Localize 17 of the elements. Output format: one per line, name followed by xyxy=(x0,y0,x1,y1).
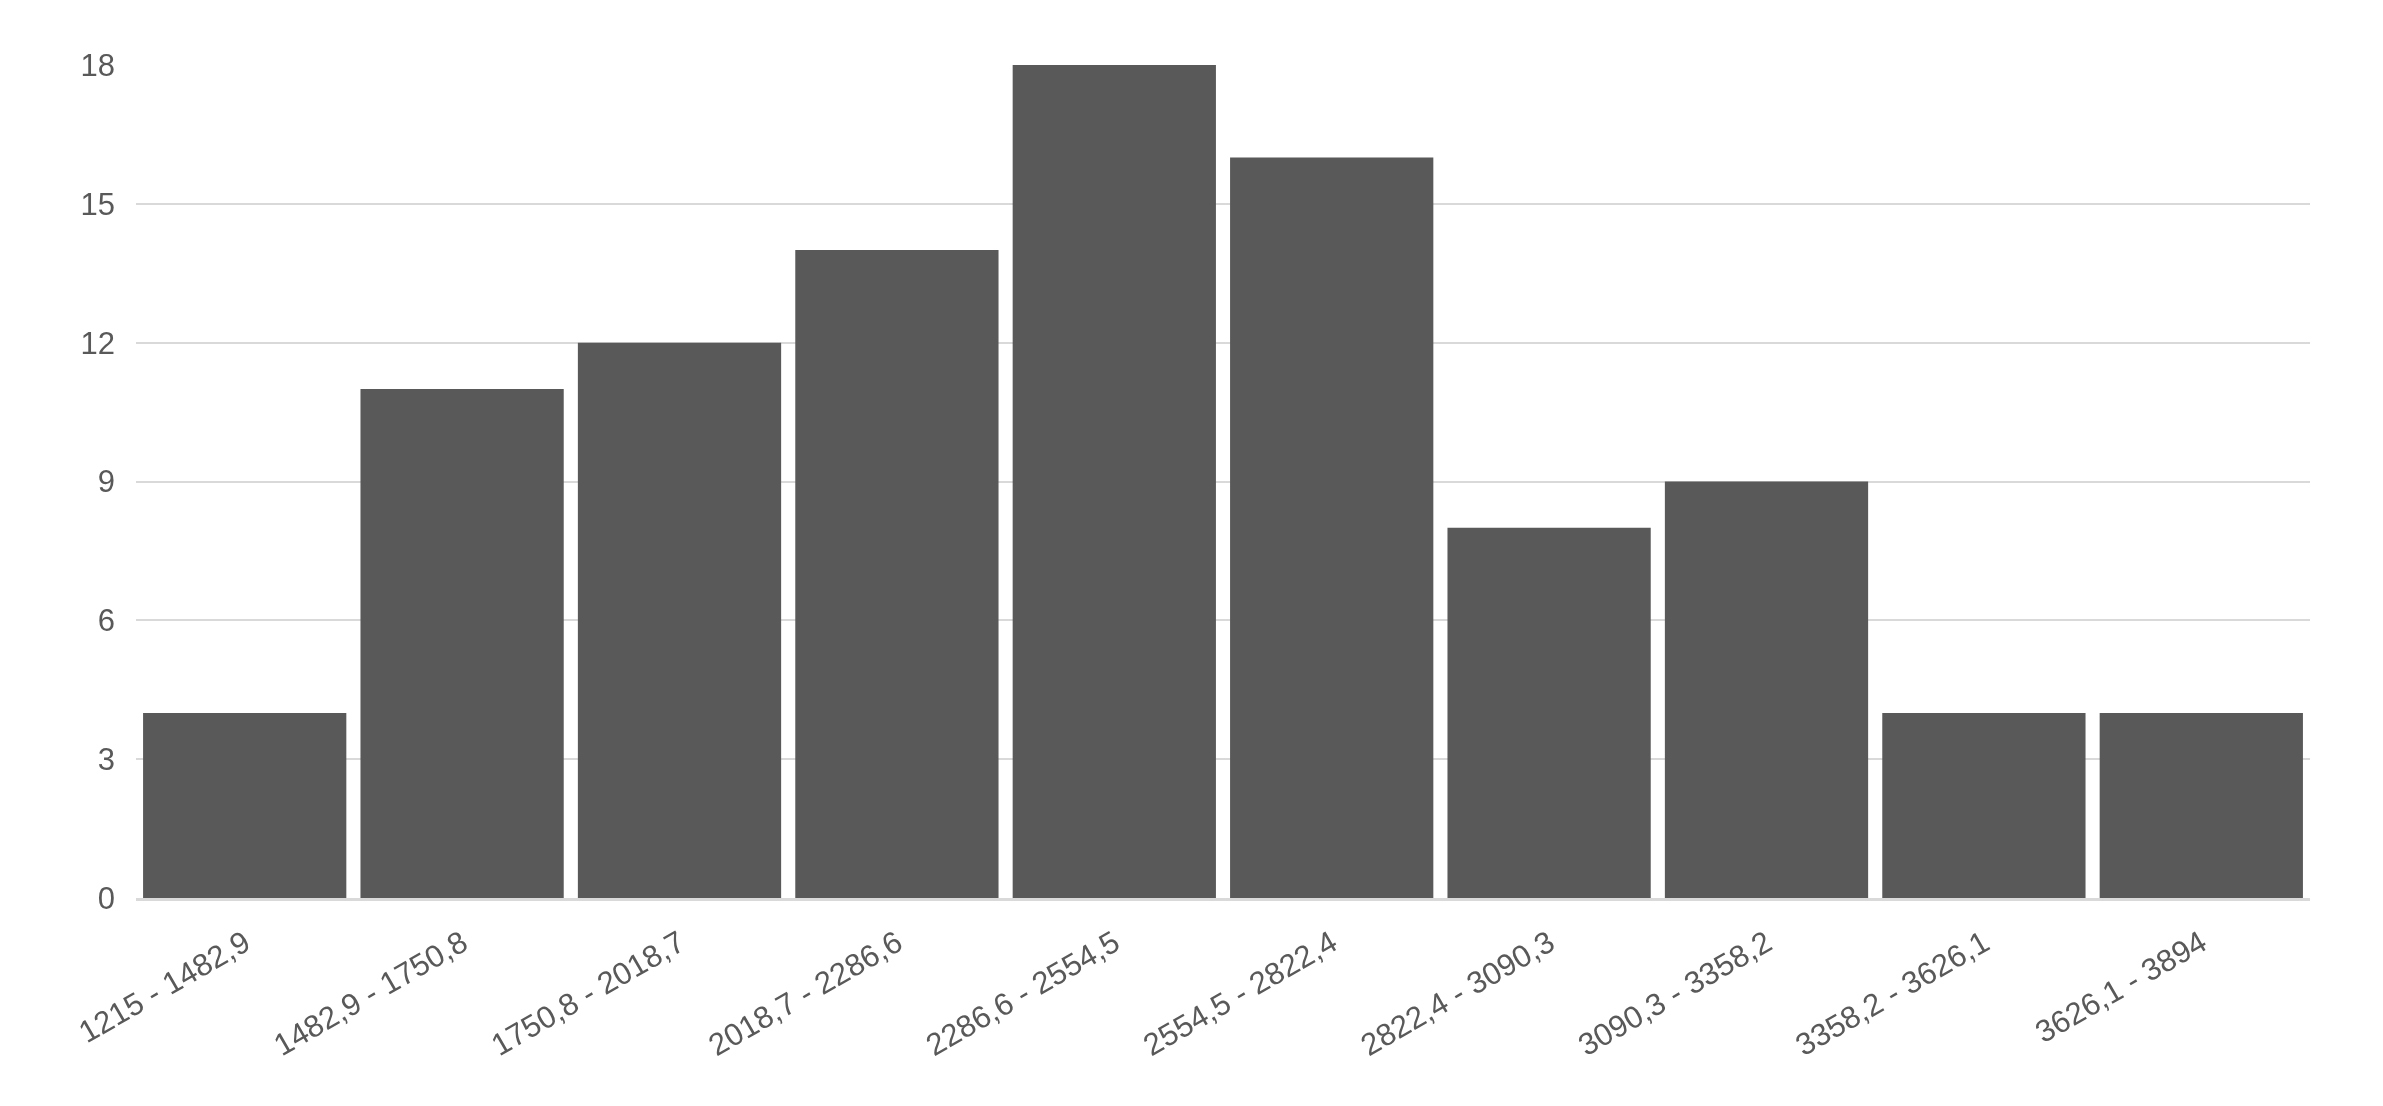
bar xyxy=(143,712,347,898)
y-tick-label: 9 xyxy=(97,464,115,500)
y-tick-label: 18 xyxy=(80,47,115,83)
y-tick-label: 3 xyxy=(97,742,115,778)
y-tick-label: 12 xyxy=(80,325,115,361)
bar xyxy=(2099,712,2303,898)
y-tick-label: 15 xyxy=(80,186,115,222)
bar xyxy=(795,250,999,898)
y-tick-label: 6 xyxy=(97,603,115,639)
bar xyxy=(1664,481,1869,898)
bar xyxy=(1012,65,1216,898)
bar xyxy=(577,342,782,898)
bar xyxy=(1882,712,2086,898)
bar xyxy=(360,388,564,898)
bar xyxy=(1230,157,1434,898)
y-tick-label: 0 xyxy=(97,880,115,916)
bar xyxy=(1447,527,1651,898)
